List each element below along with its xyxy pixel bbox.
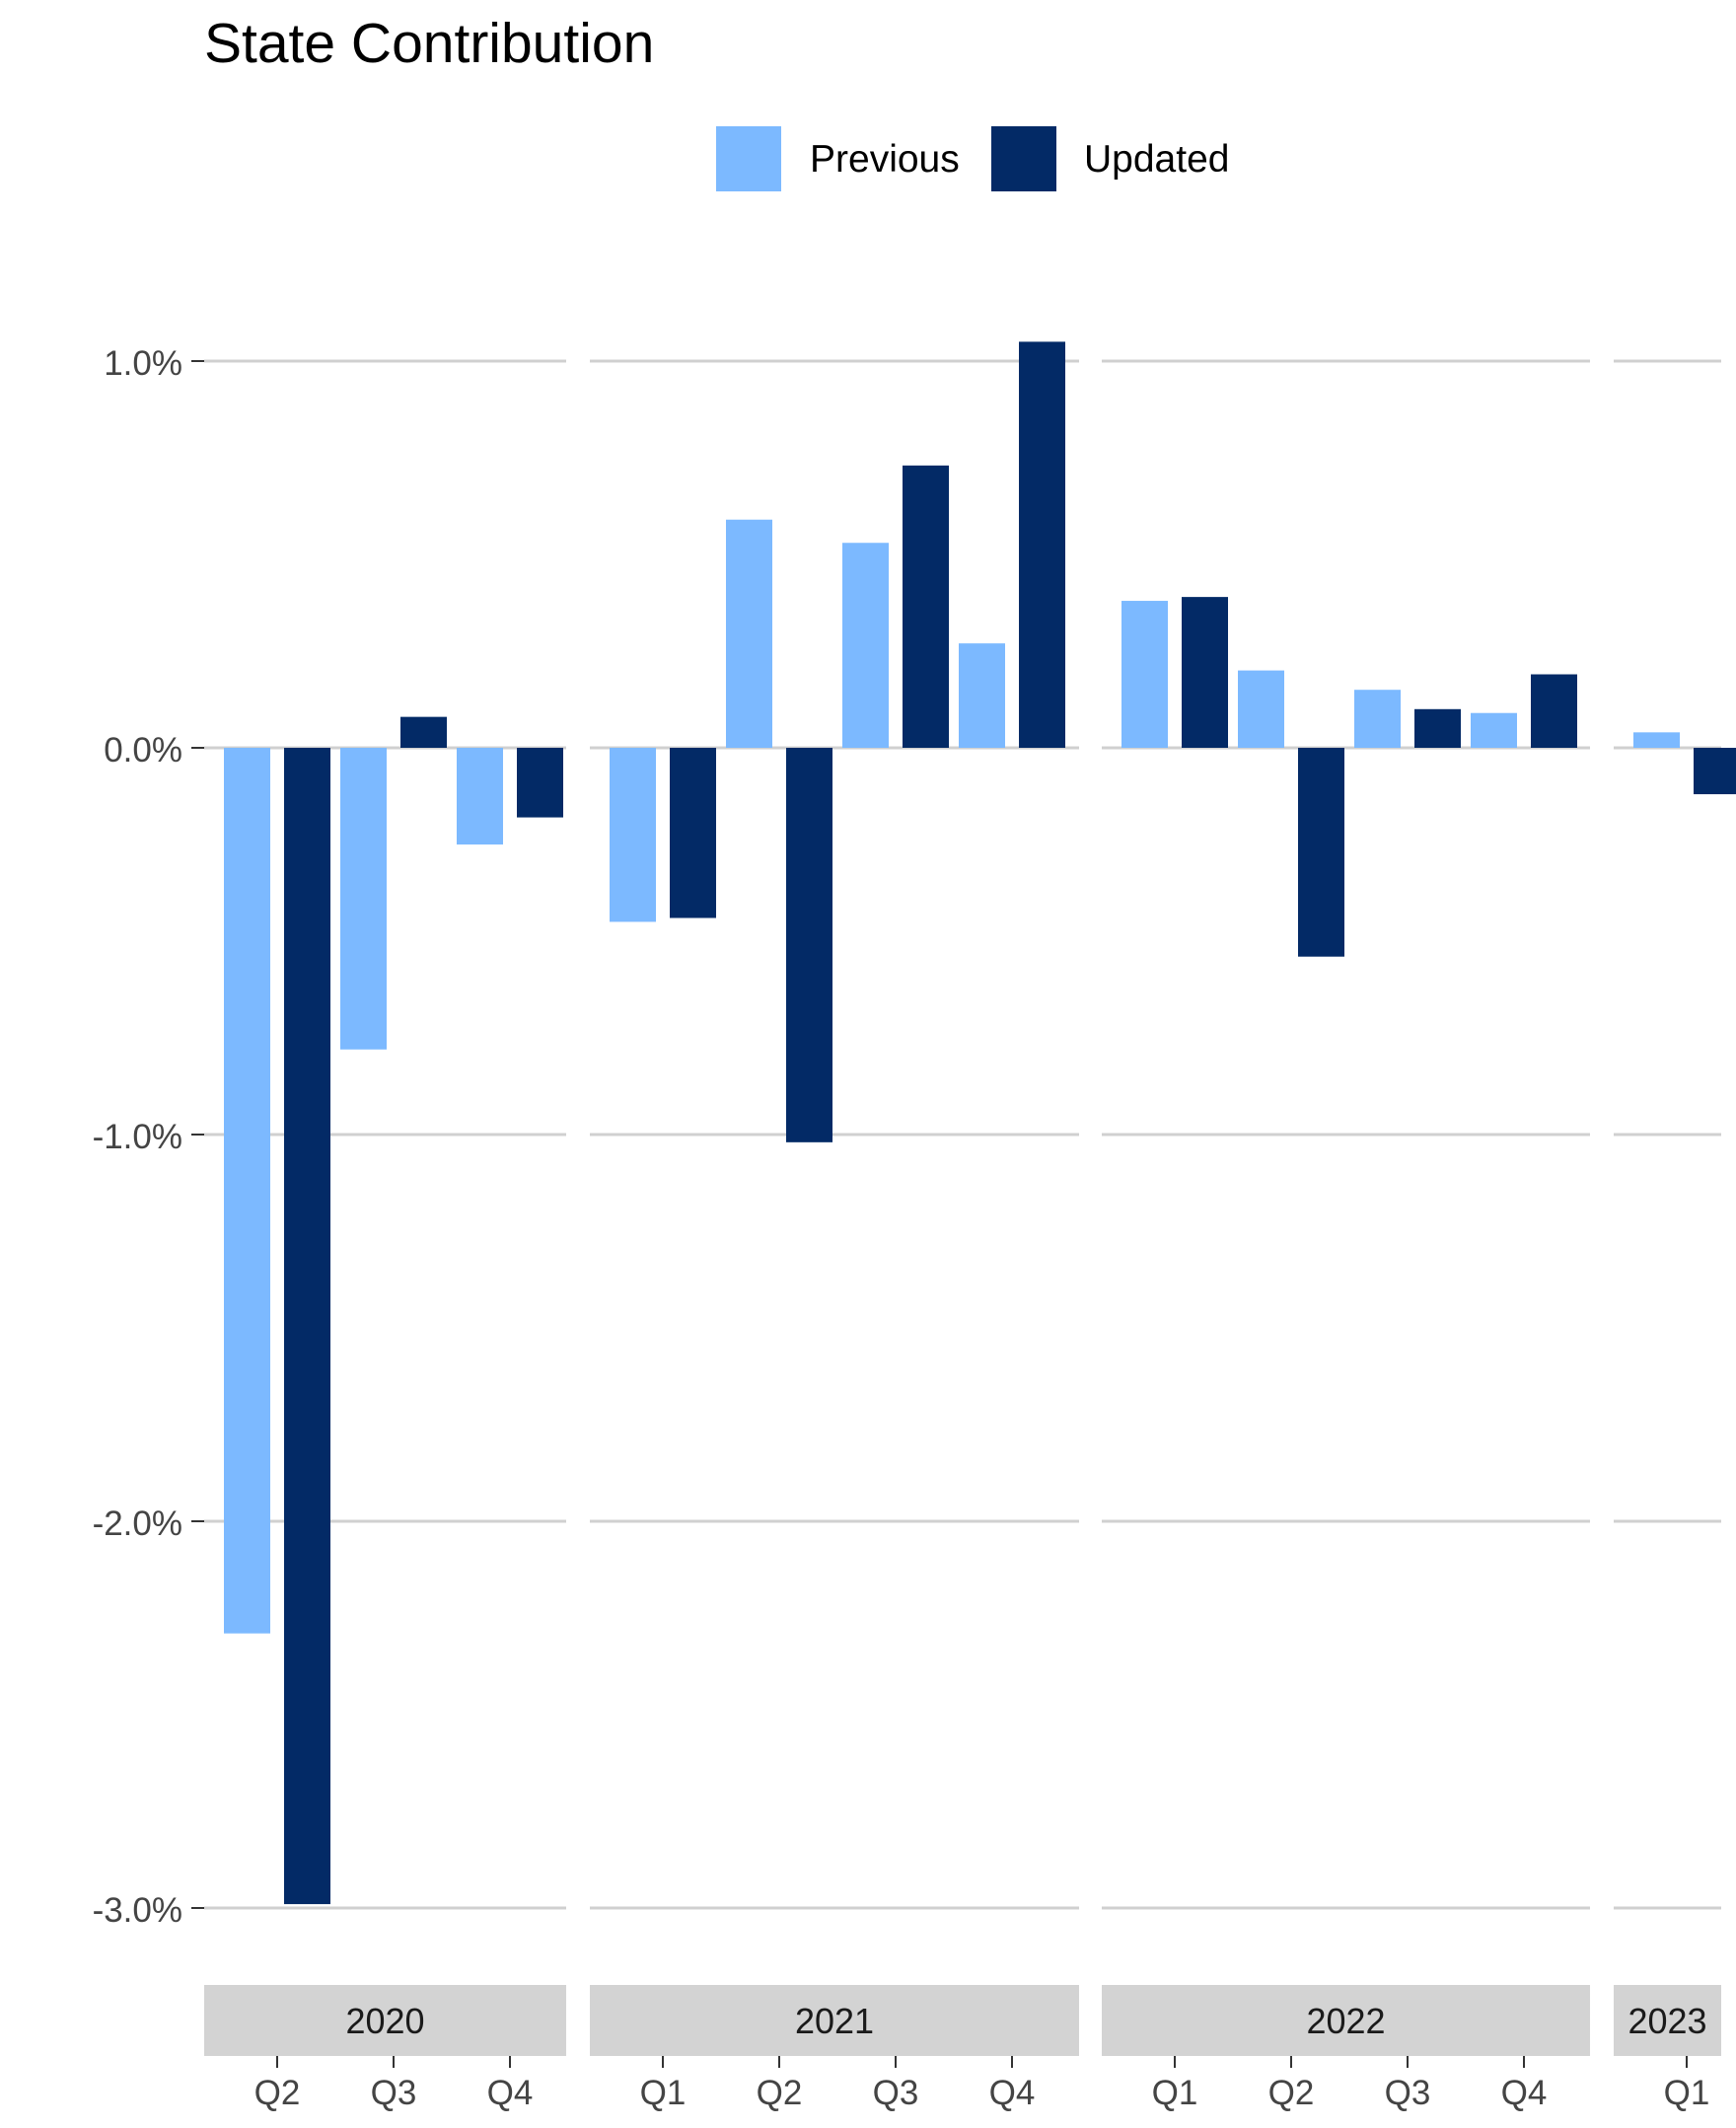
legend-swatch-updated — [991, 126, 1056, 191]
bar-2022-q1-previous — [1121, 601, 1168, 748]
facet-strip-label: 2020 — [345, 2001, 424, 2041]
bar-2020-q2-previous — [224, 748, 270, 1634]
y-tick-label: -1.0% — [93, 1118, 182, 1156]
bar-2021-q4-updated — [1019, 341, 1065, 748]
bar-2020-q3-updated — [400, 716, 447, 748]
x-tick-label: Q3 — [873, 2074, 919, 2112]
y-tick-label: 0.0% — [104, 731, 182, 770]
y-axis: 1.0% 0.0% -1.0% -2.0% -3.0% — [93, 344, 204, 1930]
bar-2023-q1-updated — [1694, 748, 1736, 795]
x-tick-label: Q3 — [371, 2074, 417, 2112]
bar-2020-q3-previous — [340, 748, 387, 1050]
bar-2022-q3-previous — [1354, 690, 1401, 748]
chart-title: State Contribution — [204, 12, 654, 75]
x-tick-label: Q2 — [254, 2074, 301, 2112]
bar-2021-q3-previous — [842, 543, 889, 748]
facet-strip-2022 — [1102, 1985, 1590, 2056]
bar-2021-q4-previous — [959, 643, 1005, 748]
bar-2020-q4-updated — [517, 748, 563, 818]
bar-2021-q1-updated — [670, 748, 716, 918]
panel-2021: Q1 Q2 Q3 Q4 2021 — [590, 341, 1079, 2112]
bar-2021-q2-previous — [726, 519, 772, 748]
panel-2020: Q2 Q3 Q4 2020 — [204, 359, 566, 2112]
x-tick-label: Q4 — [1501, 2074, 1548, 2112]
legend-label-previous: Previous — [810, 138, 960, 181]
y-tick-label: 1.0% — [104, 344, 182, 383]
chart-panels: Q2 Q3 Q4 2020 Q1 Q2 Q3 Q4 2021 Q1 Q2 Q3 Q4 2022 Q1 2023 — [204, 341, 1736, 2112]
x-tick-label: Q4 — [487, 2074, 534, 2112]
facet-strip-label: 2022 — [1306, 2001, 1385, 2041]
legend: Previous Updated — [716, 126, 1229, 191]
panel-2023: Q1 2023 — [1614, 359, 1736, 2112]
x-tick-label: Q2 — [757, 2074, 803, 2112]
facet-strip-2021 — [590, 1985, 1079, 2056]
bar-2020-q2-updated — [284, 748, 330, 1905]
legend-swatch-previous — [716, 126, 781, 191]
y-tick-label: -2.0% — [93, 1504, 182, 1543]
bar-2021-q2-updated — [786, 748, 832, 1142]
facet-strip-label: 2023 — [1628, 2001, 1706, 2041]
bar-2022-q2-previous — [1238, 670, 1284, 748]
facet-strip-2023 — [1614, 1985, 1721, 2056]
y-tick-label: -3.0% — [93, 1891, 182, 1930]
bar-2022-q2-updated — [1298, 748, 1344, 957]
x-tick-label: Q1 — [1152, 2074, 1198, 2112]
bar-2022-q4-updated — [1531, 674, 1577, 748]
x-tick-label: Q4 — [989, 2074, 1036, 2112]
x-tick-label: Q1 — [1664, 2074, 1710, 2112]
bar-2023-q1-previous — [1633, 732, 1680, 748]
bar-2022-q4-previous — [1471, 712, 1517, 748]
x-tick-label: Q3 — [1385, 2074, 1431, 2112]
bar-2020-q4-previous — [457, 748, 503, 844]
facet-strip-2020 — [204, 1985, 566, 2056]
legend-label-updated: Updated — [1084, 138, 1229, 181]
bar-2022-q1-updated — [1182, 597, 1228, 748]
panel-2022: Q1 Q2 Q3 Q4 2022 — [1102, 359, 1590, 2112]
bar-2021-q1-previous — [610, 748, 656, 922]
x-tick-label: Q1 — [640, 2074, 687, 2112]
x-tick-label: Q2 — [1268, 2074, 1315, 2112]
facet-strip-label: 2021 — [795, 2001, 874, 2041]
bar-2021-q3-updated — [903, 465, 949, 748]
bar-2022-q3-updated — [1414, 708, 1461, 748]
